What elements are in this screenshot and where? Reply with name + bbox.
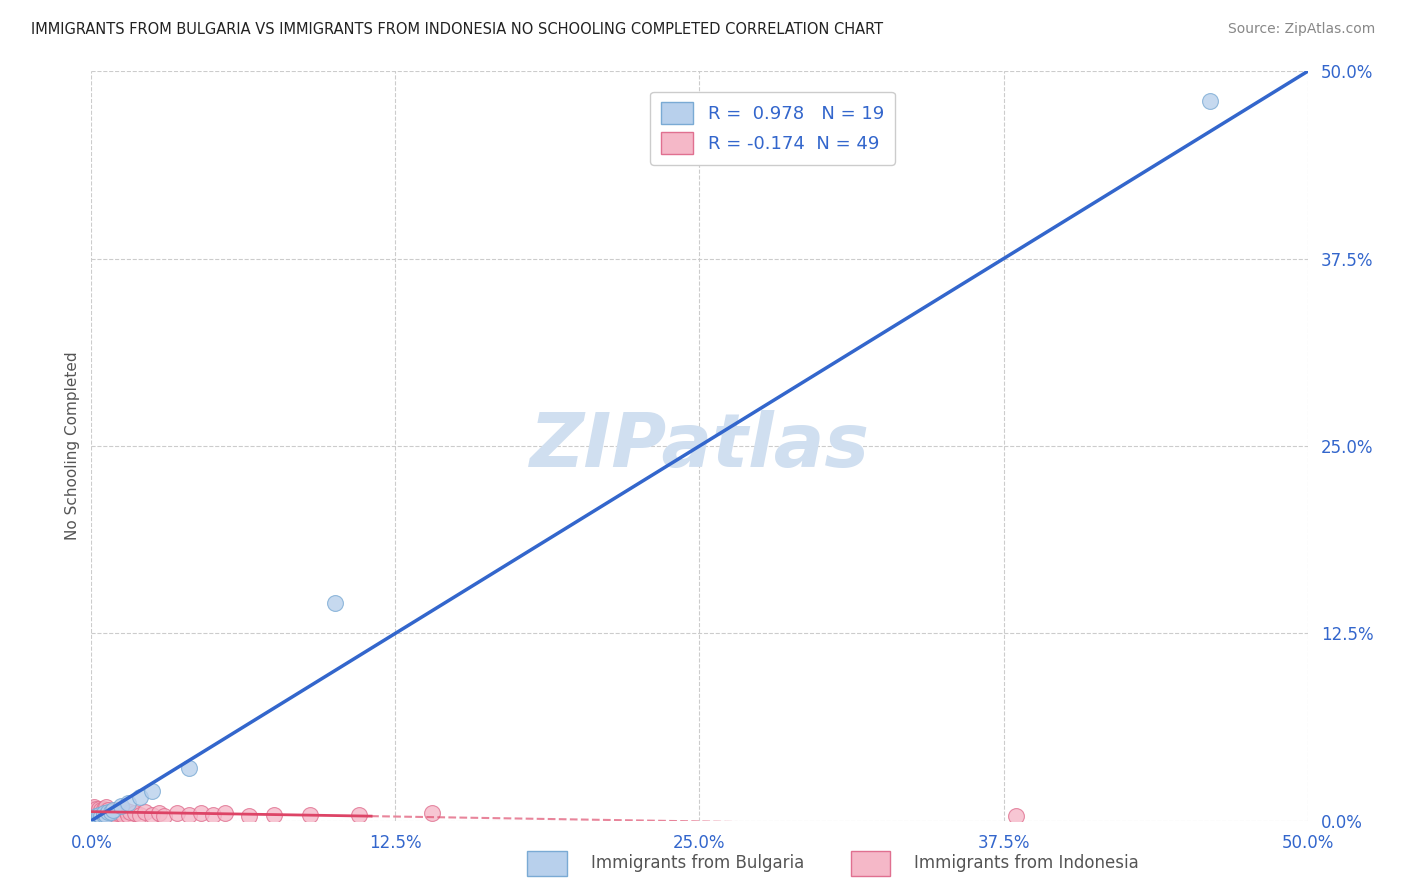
- Point: [323, 596, 346, 610]
- Point: [214, 806, 236, 821]
- Point: [1004, 809, 1026, 823]
- Point: [84, 809, 107, 823]
- Point: [117, 796, 139, 810]
- Point: [87, 805, 110, 819]
- Point: [84, 802, 107, 816]
- Point: [93, 807, 115, 822]
- Point: [83, 807, 105, 822]
- Point: [177, 761, 200, 775]
- Point: [87, 807, 110, 822]
- Point: [129, 789, 152, 804]
- Point: [141, 807, 163, 822]
- Point: [94, 800, 117, 814]
- Text: Source: ZipAtlas.com: Source: ZipAtlas.com: [1227, 22, 1375, 37]
- Point: [124, 806, 146, 821]
- Point: [190, 806, 212, 821]
- Point: [299, 807, 322, 822]
- Point: [177, 807, 200, 822]
- Point: [83, 800, 105, 814]
- Point: [80, 806, 103, 821]
- Point: [87, 811, 110, 825]
- Point: [111, 807, 134, 822]
- Point: [94, 807, 117, 822]
- Point: [107, 806, 129, 821]
- Point: [347, 807, 370, 822]
- Text: ZIPatlas: ZIPatlas: [530, 409, 869, 483]
- Point: [83, 812, 105, 826]
- Point: [117, 807, 139, 822]
- Point: [90, 806, 112, 821]
- Point: [84, 809, 107, 823]
- Point: [100, 805, 122, 819]
- Point: [80, 802, 103, 816]
- Point: [263, 807, 285, 822]
- Point: [94, 807, 117, 822]
- Point: [90, 809, 112, 823]
- Legend: R =  0.978   N = 19, R = -0.174  N = 49: R = 0.978 N = 19, R = -0.174 N = 49: [650, 92, 894, 164]
- Point: [94, 803, 117, 817]
- Text: Immigrants from Indonesia: Immigrants from Indonesia: [914, 855, 1139, 872]
- Point: [104, 803, 127, 817]
- Point: [93, 809, 115, 823]
- Point: [114, 803, 136, 817]
- Point: [153, 809, 176, 823]
- Point: [93, 805, 115, 819]
- Point: [104, 809, 127, 823]
- Point: [83, 805, 105, 819]
- Point: [141, 783, 163, 797]
- Point: [1199, 95, 1222, 109]
- Point: [120, 805, 142, 819]
- Point: [148, 806, 170, 821]
- Point: [103, 803, 125, 817]
- Point: [93, 802, 115, 816]
- Point: [134, 805, 156, 819]
- Point: [84, 805, 107, 819]
- Y-axis label: No Schooling Completed: No Schooling Completed: [65, 351, 80, 541]
- Point: [97, 807, 120, 822]
- Text: IMMIGRANTS FROM BULGARIA VS IMMIGRANTS FROM INDONESIA NO SCHOOLING COMPLETED COR: IMMIGRANTS FROM BULGARIA VS IMMIGRANTS F…: [31, 22, 883, 37]
- Point: [166, 806, 188, 821]
- Point: [87, 807, 110, 822]
- Point: [238, 809, 260, 823]
- Point: [110, 798, 132, 813]
- Point: [129, 807, 152, 822]
- Point: [420, 806, 443, 821]
- Text: Immigrants from Bulgaria: Immigrants from Bulgaria: [591, 855, 804, 872]
- Point: [110, 805, 132, 819]
- Point: [103, 806, 125, 821]
- Point: [97, 805, 120, 819]
- Point: [97, 803, 120, 817]
- Point: [100, 805, 122, 819]
- Point: [100, 807, 122, 822]
- Point: [87, 802, 110, 816]
- Point: [202, 807, 225, 822]
- Point: [84, 811, 107, 825]
- Point: [90, 803, 112, 817]
- Point: [93, 806, 115, 821]
